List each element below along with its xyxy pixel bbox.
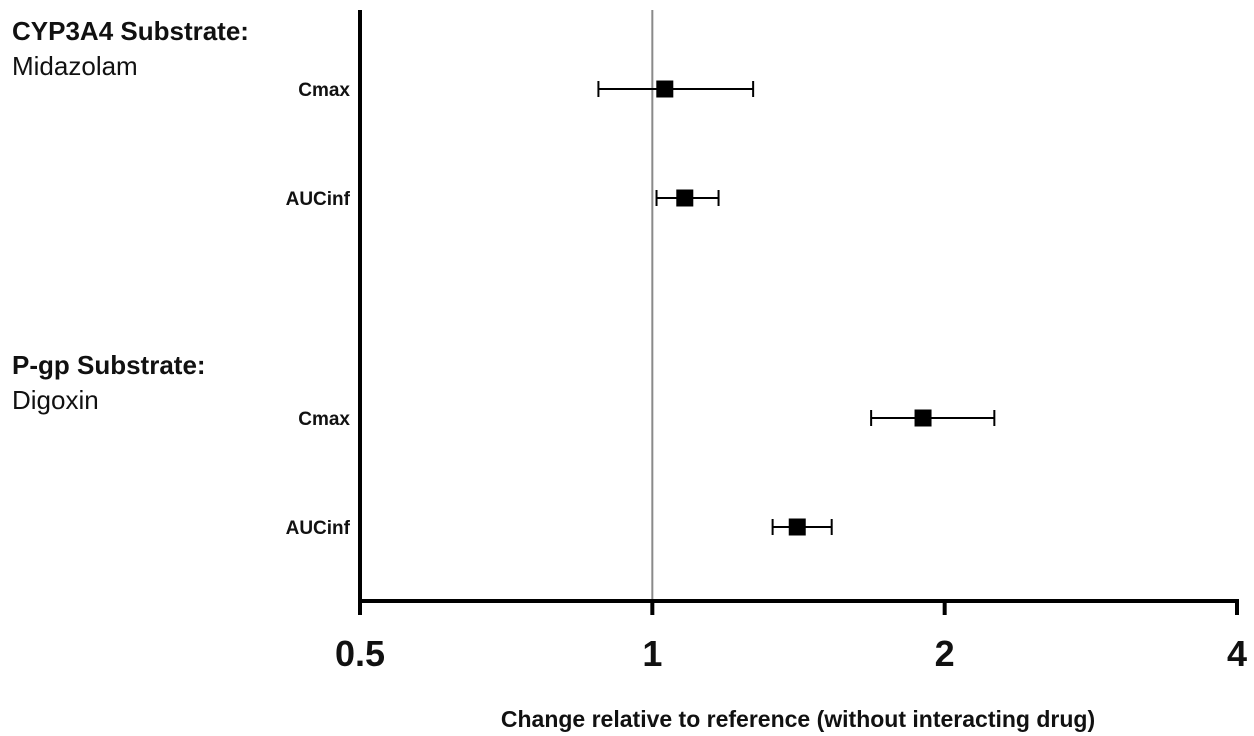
estimate-marker-g1-r1 <box>788 518 806 536</box>
estimate-marker-g1-r0 <box>914 409 932 427</box>
x-ticks: 0.5 1 2 4 <box>335 601 1247 674</box>
row-label-midazolam-cmax: Cmax <box>298 80 350 101</box>
group-title-cyp3a4: CYP3A4 Substrate: <box>12 16 249 46</box>
x-tick-label: 1 <box>642 633 662 674</box>
estimate-marker-g0-r1 <box>676 189 694 207</box>
x-axis-title: Change relative to reference (without in… <box>501 706 1095 732</box>
row-label-midazolam-aucinf: AUCinf <box>286 189 351 210</box>
estimate-marker-g0-r0 <box>656 80 674 98</box>
group-subtitle-digoxin: Digoxin <box>12 385 99 415</box>
row-label-digoxin-cmax: Cmax <box>298 409 350 430</box>
row-label-digoxin-aucinf: AUCinf <box>286 518 351 539</box>
x-tick-label: 0.5 <box>335 633 385 674</box>
group-subtitle-midazolam: Midazolam <box>12 51 138 81</box>
x-tick-label: 2 <box>935 633 955 674</box>
group-title-pgp: P-gp Substrate: <box>12 350 206 380</box>
data-marks <box>597 80 996 536</box>
x-tick-label: 4 <box>1227 633 1247 674</box>
